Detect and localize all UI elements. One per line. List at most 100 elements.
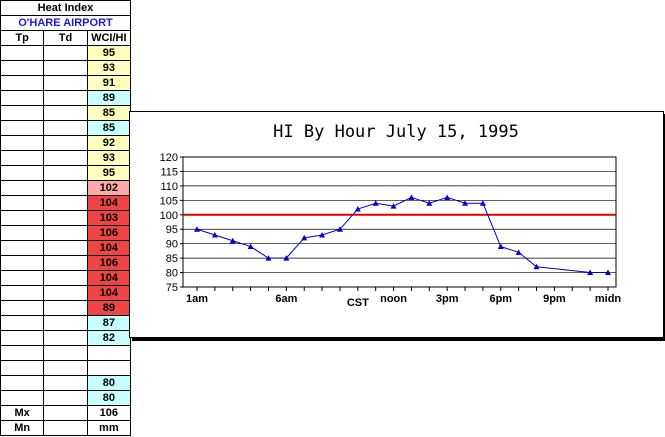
data-point [283,255,290,261]
wci-hi-cell: 87 [86,315,132,331]
data-point [515,249,522,255]
y-tick-label: 95 [166,224,178,236]
x-tick-label: noon [380,293,407,305]
col-header-wci-hi: WCI/HI [86,30,132,46]
data-point [194,226,200,232]
data-point [247,243,254,250]
table-row: 80 [0,390,132,406]
max-td-cell [43,405,88,421]
y-tick-label: 105 [160,195,178,207]
plot-area [182,156,617,288]
tp-cell [0,345,45,361]
tp-cell [0,135,45,151]
td-cell [43,345,88,361]
col-header-td: Td [43,30,88,46]
wci-hi-cell: 95 [86,165,132,181]
td-cell [43,285,88,301]
y-tick-label: 90 [166,239,178,251]
x-tick-label: 9pm [543,293,566,305]
data-point [354,206,361,212]
td-cell [43,90,88,106]
tp-cell [0,45,45,61]
x-tick-label: midn [595,293,622,305]
table-row: 102 [0,180,132,196]
td-cell [43,240,88,256]
data-point [211,232,218,238]
td-cell [43,165,88,181]
tp-cell [0,240,45,256]
data-point [319,232,326,238]
wci-hi-cell: 89 [86,90,132,106]
y-tick-label: 75 [166,282,178,294]
wci-hi-cell: 104 [86,285,132,301]
table-row: 106 [0,225,132,241]
sheet-title: Heat Index [0,0,131,16]
x-tick-label: 6pm [489,293,512,305]
td-cell [43,390,88,406]
wci-hi-cell: 102 [86,180,132,196]
data-point [336,226,343,232]
min-label: Mn [0,420,45,436]
wci-hi-cell: 85 [86,120,132,136]
td-cell [43,375,88,391]
heat-index-table: Heat Index O'HARE AIRPORT Tp Td WCI/HI 9… [0,0,132,436]
y-tick-label: 100 [160,210,178,222]
td-cell [43,135,88,151]
data-point [390,203,397,209]
data-point [444,194,451,200]
td-cell [43,360,88,376]
max-row: Mx 106 [0,405,132,421]
wci-hi-cell [86,360,132,376]
tp-cell [0,60,45,76]
table-row: 85 [0,120,132,136]
tp-cell [0,120,45,136]
tp-cell [0,330,45,346]
data-point [265,255,272,261]
td-cell [43,315,88,331]
x-tick-label: 3pm [436,293,459,305]
td-cell [43,255,88,271]
td-cell [43,300,88,316]
data-point [497,243,504,250]
hi-by-hour-chart: HI By Hour July 15, 1995 75 80 85 90 95 100 10… [160,122,622,309]
tp-cell [0,105,45,121]
data-point [372,200,379,206]
tp-cell [0,195,45,211]
data-point [301,234,308,241]
tp-cell [0,90,45,106]
min-td-cell [43,420,88,436]
table-row: 85 [0,105,132,121]
y-tick-label: 85 [166,253,178,265]
x-axis: 1am 6am CST noon 3pm 6pm 9pm midn [186,287,621,309]
table-row: 80 [0,375,132,391]
td-cell [43,195,88,211]
tp-cell [0,285,45,301]
table-row: 104 [0,285,132,301]
wci-hi-cell: 80 [86,375,132,391]
wci-hi-cell: 104 [86,195,132,211]
table-row: 87 [0,315,132,331]
location-label: O'HARE AIRPORT [0,15,131,31]
tp-cell [0,150,45,166]
wci-hi-cell: 103 [86,210,132,226]
table-row: 93 [0,60,132,76]
series-line [196,196,608,274]
y-tick-label: 110 [160,181,178,193]
wci-hi-cell: 80 [86,390,132,406]
td-cell [43,105,88,121]
wci-hi-cell: 106 [86,225,132,241]
data-point [462,200,469,206]
tp-cell [0,165,45,181]
tp-cell [0,390,45,406]
y-tick-label: 115 [160,166,178,178]
data-point [229,237,236,244]
y-tick-label: 80 [166,268,178,280]
td-cell [43,75,88,91]
wci-hi-cell [86,345,132,361]
td-cell [43,210,88,226]
tp-cell [0,210,45,226]
x-tick-label: CST [347,297,369,309]
wci-hi-cell: 85 [86,105,132,121]
wci-hi-cell: 104 [86,270,132,286]
y-tick-label: 120 [160,152,178,164]
